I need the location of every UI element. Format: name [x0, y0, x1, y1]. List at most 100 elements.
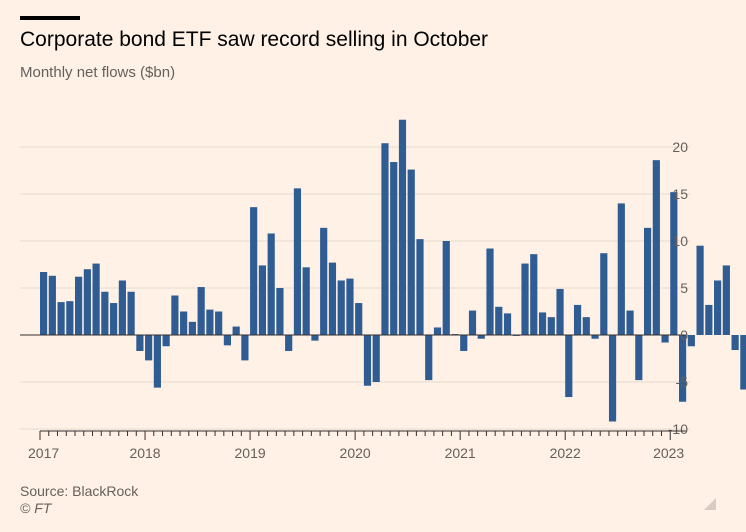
bar-month-21: [215, 311, 223, 335]
bar-month-34: [328, 262, 337, 335]
bar-month-28: [276, 288, 284, 335]
bar-month-2: [48, 275, 56, 335]
bar-month-1: [40, 272, 48, 335]
bar-month-59: [547, 317, 555, 335]
x-tick-label: 2017: [28, 445, 59, 461]
bar-month-26: [258, 265, 267, 335]
bar-month-30: [293, 188, 302, 335]
bar-month-25: [250, 207, 258, 335]
bar-month-16: [171, 295, 179, 335]
bar-month-14: [153, 335, 161, 388]
y-tick-label: -5: [676, 374, 689, 390]
bar-month-61: [565, 335, 573, 398]
bar-month-7: [92, 263, 100, 335]
bar-month-5: [75, 276, 83, 335]
bar-month-76: [696, 245, 704, 335]
bar-month-3: [57, 302, 65, 335]
y-tick-label: 10: [672, 233, 688, 249]
bar-month-77: [705, 304, 713, 335]
resize-corner-icon: [704, 498, 716, 510]
bar-month-23: [232, 326, 240, 335]
bar-month-4: [66, 301, 74, 335]
x-tick-label: 2018: [129, 445, 160, 461]
y-tick-label: -10: [668, 421, 688, 437]
bar-month-58: [538, 312, 547, 335]
bar-month-32: [311, 335, 319, 341]
chart-subtitle: Monthly net flows ($bn): [20, 64, 176, 81]
bar-month-42: [398, 119, 407, 336]
bar-month-39: [372, 335, 380, 382]
bar-month-81: [740, 335, 746, 390]
chart-title: Corporate bond ETF saw record selling in…: [20, 28, 489, 51]
bar-month-15: [162, 335, 170, 347]
bar-month-60: [556, 288, 564, 335]
bar-month-46: [433, 327, 442, 335]
bar-month-57: [530, 254, 538, 335]
bar-month-71: [652, 160, 660, 335]
bar-month-78: [714, 280, 722, 335]
bar-month-22: [223, 335, 231, 346]
bar-month-74: [679, 335, 687, 402]
bar-month-68: [626, 310, 634, 335]
bar-month-8: [101, 291, 109, 335]
bar-month-53: [495, 306, 503, 335]
x-axis: 2017 2018 2019 2020 2021 2022 2023: [28, 430, 686, 461]
y-tick-label: 0: [680, 327, 688, 343]
bar-month-27: [267, 233, 275, 335]
source-note: Source: BlackRock: [20, 483, 139, 499]
bar-month-44: [416, 239, 424, 335]
bar-month-54: [503, 313, 512, 335]
bar-month-20: [206, 309, 214, 335]
bar-month-40: [381, 143, 389, 335]
bar-month-41: [390, 162, 398, 335]
bar-month-33: [320, 227, 328, 335]
bar-month-70: [643, 227, 652, 335]
bar-month-50: [468, 310, 477, 335]
bar-month-79: [722, 265, 730, 335]
bar-month-73: [670, 192, 678, 335]
ft-credit: © FT: [20, 500, 52, 516]
y-tick-label: 5: [680, 280, 688, 296]
bar-month-36: [346, 278, 354, 335]
bar-month-49: [460, 335, 468, 351]
bar-month-38: [363, 335, 372, 386]
bar-month-66: [608, 335, 617, 422]
x-tick-label: 2023: [653, 445, 684, 461]
y-tick-label: 15: [672, 186, 688, 202]
bar-month-11: [127, 291, 135, 335]
bar-month-18: [188, 321, 196, 335]
x-tick-label: 2021: [445, 445, 476, 461]
bar-month-69: [635, 335, 643, 381]
bar-month-64: [591, 335, 599, 339]
bar-month-75: [687, 335, 695, 347]
y-axis-ticks: 20 15 10 5 0 -5 -10: [668, 139, 688, 437]
bar-month-67: [617, 203, 625, 335]
bar-month-45: [425, 335, 433, 381]
bar-month-72: [661, 335, 669, 343]
bar-month-9: [110, 303, 118, 335]
bar-month-17: [180, 311, 188, 335]
y-tick-label: 20: [672, 139, 688, 155]
x-tick-label: 2022: [550, 445, 581, 461]
header-rule: [20, 16, 80, 20]
bar-month-56: [521, 263, 529, 335]
bar-month-43: [407, 169, 415, 335]
bar-month-35: [337, 280, 345, 335]
bar-month-19: [197, 287, 205, 335]
x-tick-label: 2020: [340, 445, 371, 461]
bar-month-6: [83, 269, 91, 335]
bar-month-37: [355, 303, 363, 335]
bar-month-47: [442, 241, 450, 335]
bar-series: [40, 119, 746, 422]
bar-month-29: [285, 335, 293, 351]
bar-month-63: [582, 317, 590, 335]
bar-month-12: [136, 335, 144, 351]
gridlines: [20, 146, 690, 430]
bar-month-10: [118, 280, 126, 335]
bar-month-62: [573, 304, 582, 335]
bar-month-31: [302, 267, 310, 335]
bar-month-24: [241, 335, 249, 361]
bar-month-52: [486, 248, 494, 335]
bar-month-65: [600, 253, 608, 335]
x-tick-label: 2019: [235, 445, 266, 461]
